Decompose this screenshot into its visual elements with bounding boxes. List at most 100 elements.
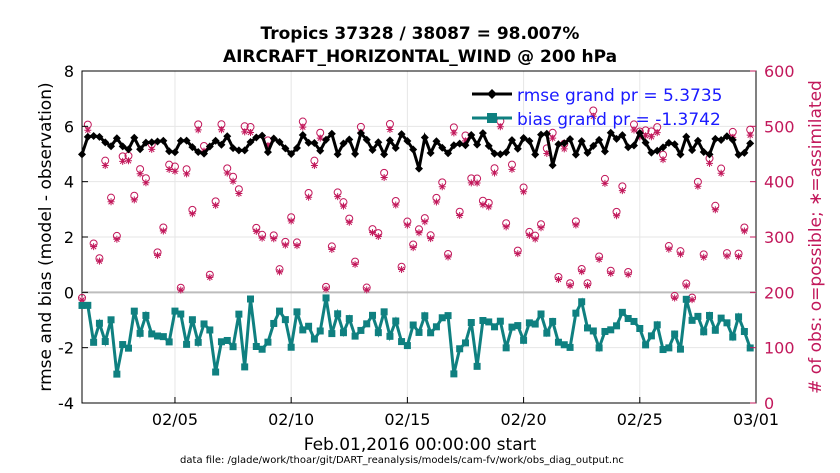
obs-assimilated-marker [491, 169, 499, 177]
bias-point [624, 315, 632, 323]
obs-assimilated-marker [508, 165, 516, 173]
bias-point [351, 332, 359, 340]
y-tick-label-right: 500 [764, 117, 795, 136]
y-tick-label-left: 6 [64, 117, 74, 136]
rmse-point [147, 138, 156, 147]
rmse-point [403, 137, 412, 146]
obs-assimilated-marker [351, 260, 359, 268]
y-tick-label-left: 8 [64, 62, 74, 81]
bias-point [264, 338, 272, 346]
bias-point [636, 325, 644, 333]
rmse-point [240, 146, 249, 155]
rmse-point [449, 141, 458, 150]
bias-point [665, 344, 673, 352]
bias-point [380, 308, 388, 316]
bias-point [130, 307, 138, 315]
bias-point [543, 329, 551, 337]
bias-point [252, 342, 260, 350]
obs-assimilated-marker [148, 145, 156, 153]
obs-assimilated-marker [229, 177, 237, 185]
rmse-point [688, 146, 697, 155]
obs-assimilated-marker [136, 170, 144, 178]
bias-point [392, 317, 400, 325]
chart-title: Tropics 37328 / 38087 = 98.007% [261, 24, 580, 44]
obs-assimilated-marker [299, 123, 307, 131]
obs-assimilated-marker [421, 218, 429, 226]
obs-assimilated-marker [142, 179, 150, 187]
y-tick-label-right: 600 [764, 62, 795, 81]
rmse-point [316, 146, 325, 155]
obs-assimilated-marker [479, 201, 487, 209]
bias-point [229, 343, 237, 351]
bias-point [183, 340, 191, 348]
obs-assimilated-marker [363, 286, 371, 294]
bias-point [613, 322, 621, 330]
rmse-point [577, 137, 586, 146]
bias-point [700, 328, 708, 336]
obs-assimilated-marker [711, 206, 719, 214]
bias-series [78, 294, 754, 378]
obs-assimilated-marker [183, 170, 191, 178]
rmse-point [292, 144, 301, 153]
rmse-point [438, 143, 447, 152]
obs-assimilated-marker [334, 193, 342, 201]
bias-point [154, 332, 162, 340]
x-tick-label: 02/25 [617, 410, 663, 429]
bias-point [276, 307, 284, 315]
rmse-point [746, 139, 755, 148]
rmse-point [618, 131, 627, 140]
obs-assimilated-marker [601, 179, 609, 187]
rmse-point [589, 141, 598, 150]
bias-point [735, 313, 743, 321]
obs-assimilated-marker [444, 253, 452, 261]
rmse-point [356, 129, 365, 138]
legend-rmse-marker [487, 89, 497, 99]
rmse-point [653, 146, 662, 155]
bias-point [653, 321, 661, 329]
obs-assimilated-marker [380, 173, 388, 181]
y-tick-label-right: 100 [764, 339, 795, 358]
bias-point [432, 323, 440, 331]
rmse-point [374, 138, 383, 147]
obs-assimilated-marker [188, 210, 196, 218]
bias-point [386, 332, 394, 340]
bias-point [694, 312, 702, 320]
obs-assimilated-marker [369, 229, 377, 237]
bias-point [223, 336, 231, 344]
obs-assimilated-marker [107, 198, 115, 206]
rmse-point [269, 134, 278, 143]
obs-assimilated-marker [119, 157, 127, 165]
obs-assimilated-marker [438, 183, 446, 191]
obs-assimilated-marker [95, 257, 103, 265]
bias-point [427, 329, 435, 337]
bias-point [601, 327, 609, 335]
rmse-point [693, 136, 702, 145]
bias-point [549, 317, 557, 325]
bias-point [461, 339, 469, 347]
rmse-point [310, 138, 319, 147]
rmse-point [362, 135, 371, 144]
bias-point [206, 326, 214, 334]
rmse-point [531, 150, 540, 159]
obs-assimilated-marker [676, 250, 684, 258]
bias-point [496, 317, 504, 325]
obs-assimilated-marker [217, 126, 225, 134]
obs-assimilated-marker [328, 246, 336, 254]
bias-point [247, 295, 254, 303]
rmse-point [420, 133, 429, 142]
obs-assimilated-marker [461, 137, 469, 145]
rmse-point [676, 150, 685, 159]
obs-assimilated-marker [177, 286, 185, 294]
bias-point [554, 338, 562, 346]
rmse-point [612, 134, 621, 143]
obs-assimilated-marker [723, 252, 731, 260]
bias-point [235, 310, 243, 318]
bias-point [491, 323, 499, 331]
obs-assimilated-marker [467, 179, 475, 187]
rmse-point [391, 144, 400, 153]
rmse-point [629, 141, 638, 150]
obs-assimilated-marker [450, 129, 458, 137]
obs-assimilated-marker [578, 268, 586, 276]
bias-point [258, 345, 266, 353]
bias-point [95, 319, 103, 327]
